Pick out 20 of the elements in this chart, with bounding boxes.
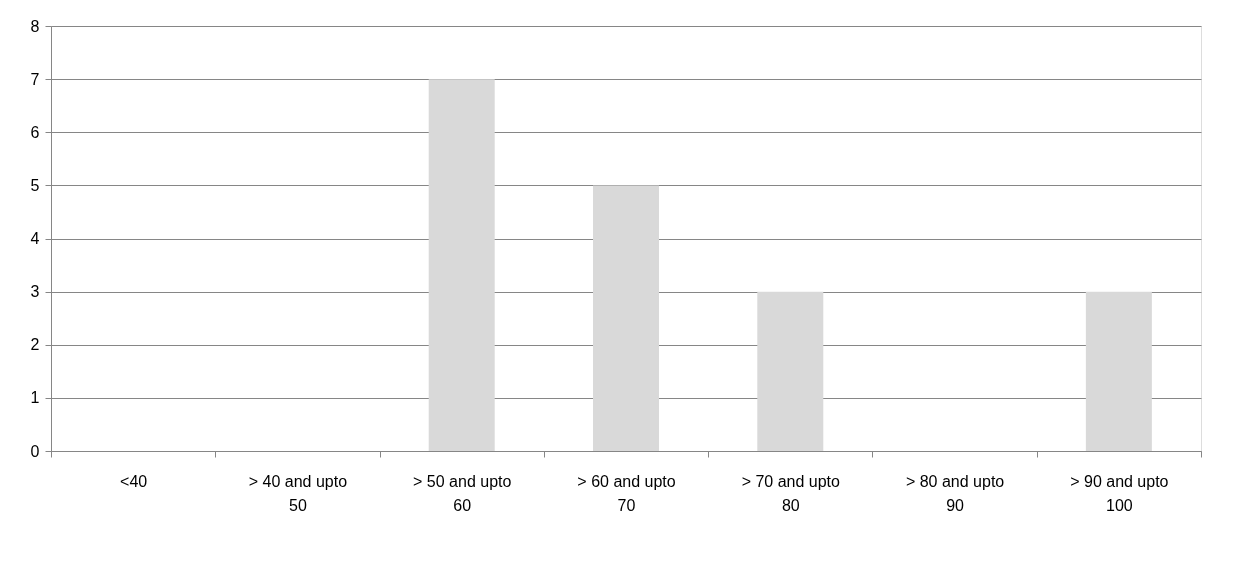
y-tick-label: 6 xyxy=(30,123,40,141)
x-tick-label: > 80 and upto 90 xyxy=(905,472,1005,514)
y-tick-label: 3 xyxy=(30,283,40,301)
x-tick-label: <40 xyxy=(120,472,148,490)
bar xyxy=(757,291,824,451)
bar xyxy=(1085,291,1152,451)
y-tick-label: 0 xyxy=(30,442,40,460)
y-tick-label: 4 xyxy=(30,230,40,247)
x-tick-label: > 50 and upto 60 xyxy=(413,472,512,514)
x-tick-label: > 40 and upto 50 xyxy=(248,472,348,514)
x-tick-label: > 90 and upto 100 xyxy=(1070,472,1169,514)
bar xyxy=(593,185,659,451)
y-tick-label: 8 xyxy=(30,17,40,35)
bar xyxy=(428,79,495,451)
y-tick-label: 7 xyxy=(30,70,40,88)
x-tick-label: > 60 and upto 70 xyxy=(577,472,676,514)
x-tick-label: > 70 and upto 80 xyxy=(741,472,841,514)
y-tick-label: 2 xyxy=(30,336,40,354)
y-tick-label: 1 xyxy=(30,389,40,407)
y-tick-label: 5 xyxy=(30,176,40,194)
